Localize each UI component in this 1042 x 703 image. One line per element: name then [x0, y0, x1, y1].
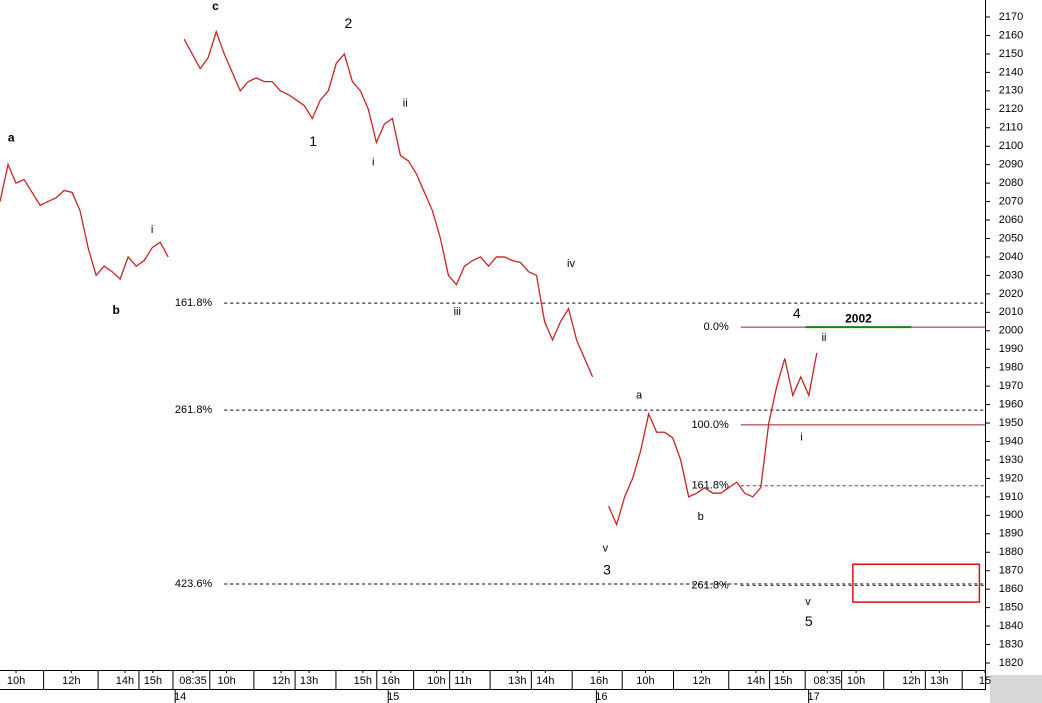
day-label: 15: [387, 691, 399, 703]
fib-label: 161.8%: [691, 480, 729, 492]
y-tick-label: 1980: [999, 362, 1023, 374]
wave-label: b: [698, 511, 704, 523]
x-tick-label: 16h: [590, 675, 608, 687]
x-tick-label: 10h: [7, 675, 25, 687]
x-tick-label: 12h: [692, 675, 710, 687]
y-tick-label: 2020: [999, 288, 1023, 300]
y-tick-label: 2030: [999, 269, 1023, 281]
x-tick-label: 12h: [902, 675, 920, 687]
x-tick-label: 14h: [536, 675, 554, 687]
x-tick-label: 10h: [636, 675, 654, 687]
y-tick-label: 2170: [999, 11, 1023, 23]
y-tick-label: 2130: [999, 85, 1023, 97]
y-tick-label: 2110: [999, 122, 1023, 134]
x-tick-label: 15: [979, 675, 991, 687]
wave-label: ii: [403, 98, 408, 110]
y-tick-label: 1920: [999, 472, 1023, 484]
fib-label: 261.8%: [691, 579, 729, 591]
y-tick-label: 1830: [999, 638, 1023, 650]
y-tick-label: 2040: [999, 251, 1023, 263]
x-tick-label: 11h: [454, 675, 472, 687]
y-tick-label: 2090: [999, 159, 1023, 171]
y-tick-label: 1860: [999, 583, 1023, 595]
y-tick-label: 1850: [999, 602, 1023, 614]
y-tick-label: 2100: [999, 140, 1023, 152]
day-label: 17: [808, 691, 820, 703]
x-tick-label: 10h: [847, 675, 865, 687]
wave-label: 1: [309, 133, 317, 149]
y-tick-label: 1930: [999, 454, 1023, 466]
day-label: 16: [595, 691, 607, 703]
corner: [990, 675, 1042, 703]
wave-label: 3: [603, 561, 611, 577]
x-tick-label: 13h: [300, 675, 318, 687]
x-tick-label: 08:35: [179, 675, 207, 687]
x-tick-label: 12h: [272, 675, 290, 687]
wave-label: 4: [793, 305, 801, 321]
y-tick-label: 2000: [999, 325, 1023, 337]
x-tick-label: 13h: [930, 675, 948, 687]
y-tick-label: 1880: [999, 546, 1023, 558]
y-tick-label: 1950: [999, 417, 1023, 429]
y-tick-label: 2160: [999, 29, 1023, 41]
wave-label: 5: [805, 613, 813, 629]
x-tick-label: 10h: [217, 675, 235, 687]
y-tick-label: 1960: [999, 399, 1023, 411]
wave-label: i: [372, 157, 374, 169]
y-tick-label: 1990: [999, 343, 1023, 355]
x-tick-label: 14h: [747, 675, 765, 687]
y-tick-label: 2080: [999, 177, 1023, 189]
x-tick-label: 15h: [774, 675, 792, 687]
x-tick-label: 12h: [62, 675, 80, 687]
x-tick-label: 15h: [354, 675, 372, 687]
wave-label: 2: [344, 15, 352, 31]
wave-label: v: [805, 596, 811, 608]
wave-label: i: [151, 224, 153, 236]
y-tick-label: 1910: [999, 491, 1023, 503]
y-tick-label: 1890: [999, 528, 1023, 540]
fib-label: 100.0%: [691, 419, 729, 431]
x-tick-label: 16h: [382, 675, 400, 687]
y-tick-label: 2150: [999, 48, 1023, 60]
target-box: [852, 563, 981, 603]
price-line: [0, 29, 818, 527]
wave-label: b: [112, 303, 119, 317]
y-tick-label: 2050: [999, 232, 1023, 244]
wave-label: iii: [454, 306, 461, 318]
x-tick-label: 14h: [116, 675, 134, 687]
y-tick-label: 1870: [999, 565, 1023, 577]
day-label: 14: [174, 691, 186, 703]
wave-label: ii: [822, 332, 827, 344]
wave-label: v: [603, 542, 609, 554]
y-tick-label: 1840: [999, 620, 1023, 632]
x-tick-label: 08:35: [813, 675, 841, 687]
y-tick-label: 2070: [999, 195, 1023, 207]
y-tick-label: 2010: [999, 306, 1023, 318]
y-tick-label: 1900: [999, 509, 1023, 521]
fib-label: 423.6%: [175, 578, 213, 590]
y-tick-label: 2060: [999, 214, 1023, 226]
y-tick-label: 1940: [999, 435, 1023, 447]
x-tick-label: 10h: [427, 675, 445, 687]
x-tick-label: 15h: [144, 675, 162, 687]
target-label: 2002: [845, 311, 872, 325]
y-tick-label: 2120: [999, 103, 1023, 115]
fib-label: 261.8%: [175, 404, 213, 416]
fib-label: 161.8%: [175, 297, 213, 309]
wave-label: i: [800, 432, 802, 444]
y-tick-label: 1970: [999, 380, 1023, 392]
y-tick-label: 1820: [999, 657, 1023, 669]
wave-label: a: [636, 389, 643, 401]
fib-label: 0.0%: [704, 321, 729, 333]
y-tick-label: 2140: [999, 66, 1023, 78]
wave-label: c: [212, 0, 219, 13]
x-tick-label: 13h: [508, 675, 526, 687]
wave-label: iv: [567, 258, 575, 270]
wave-label: a: [8, 130, 15, 144]
